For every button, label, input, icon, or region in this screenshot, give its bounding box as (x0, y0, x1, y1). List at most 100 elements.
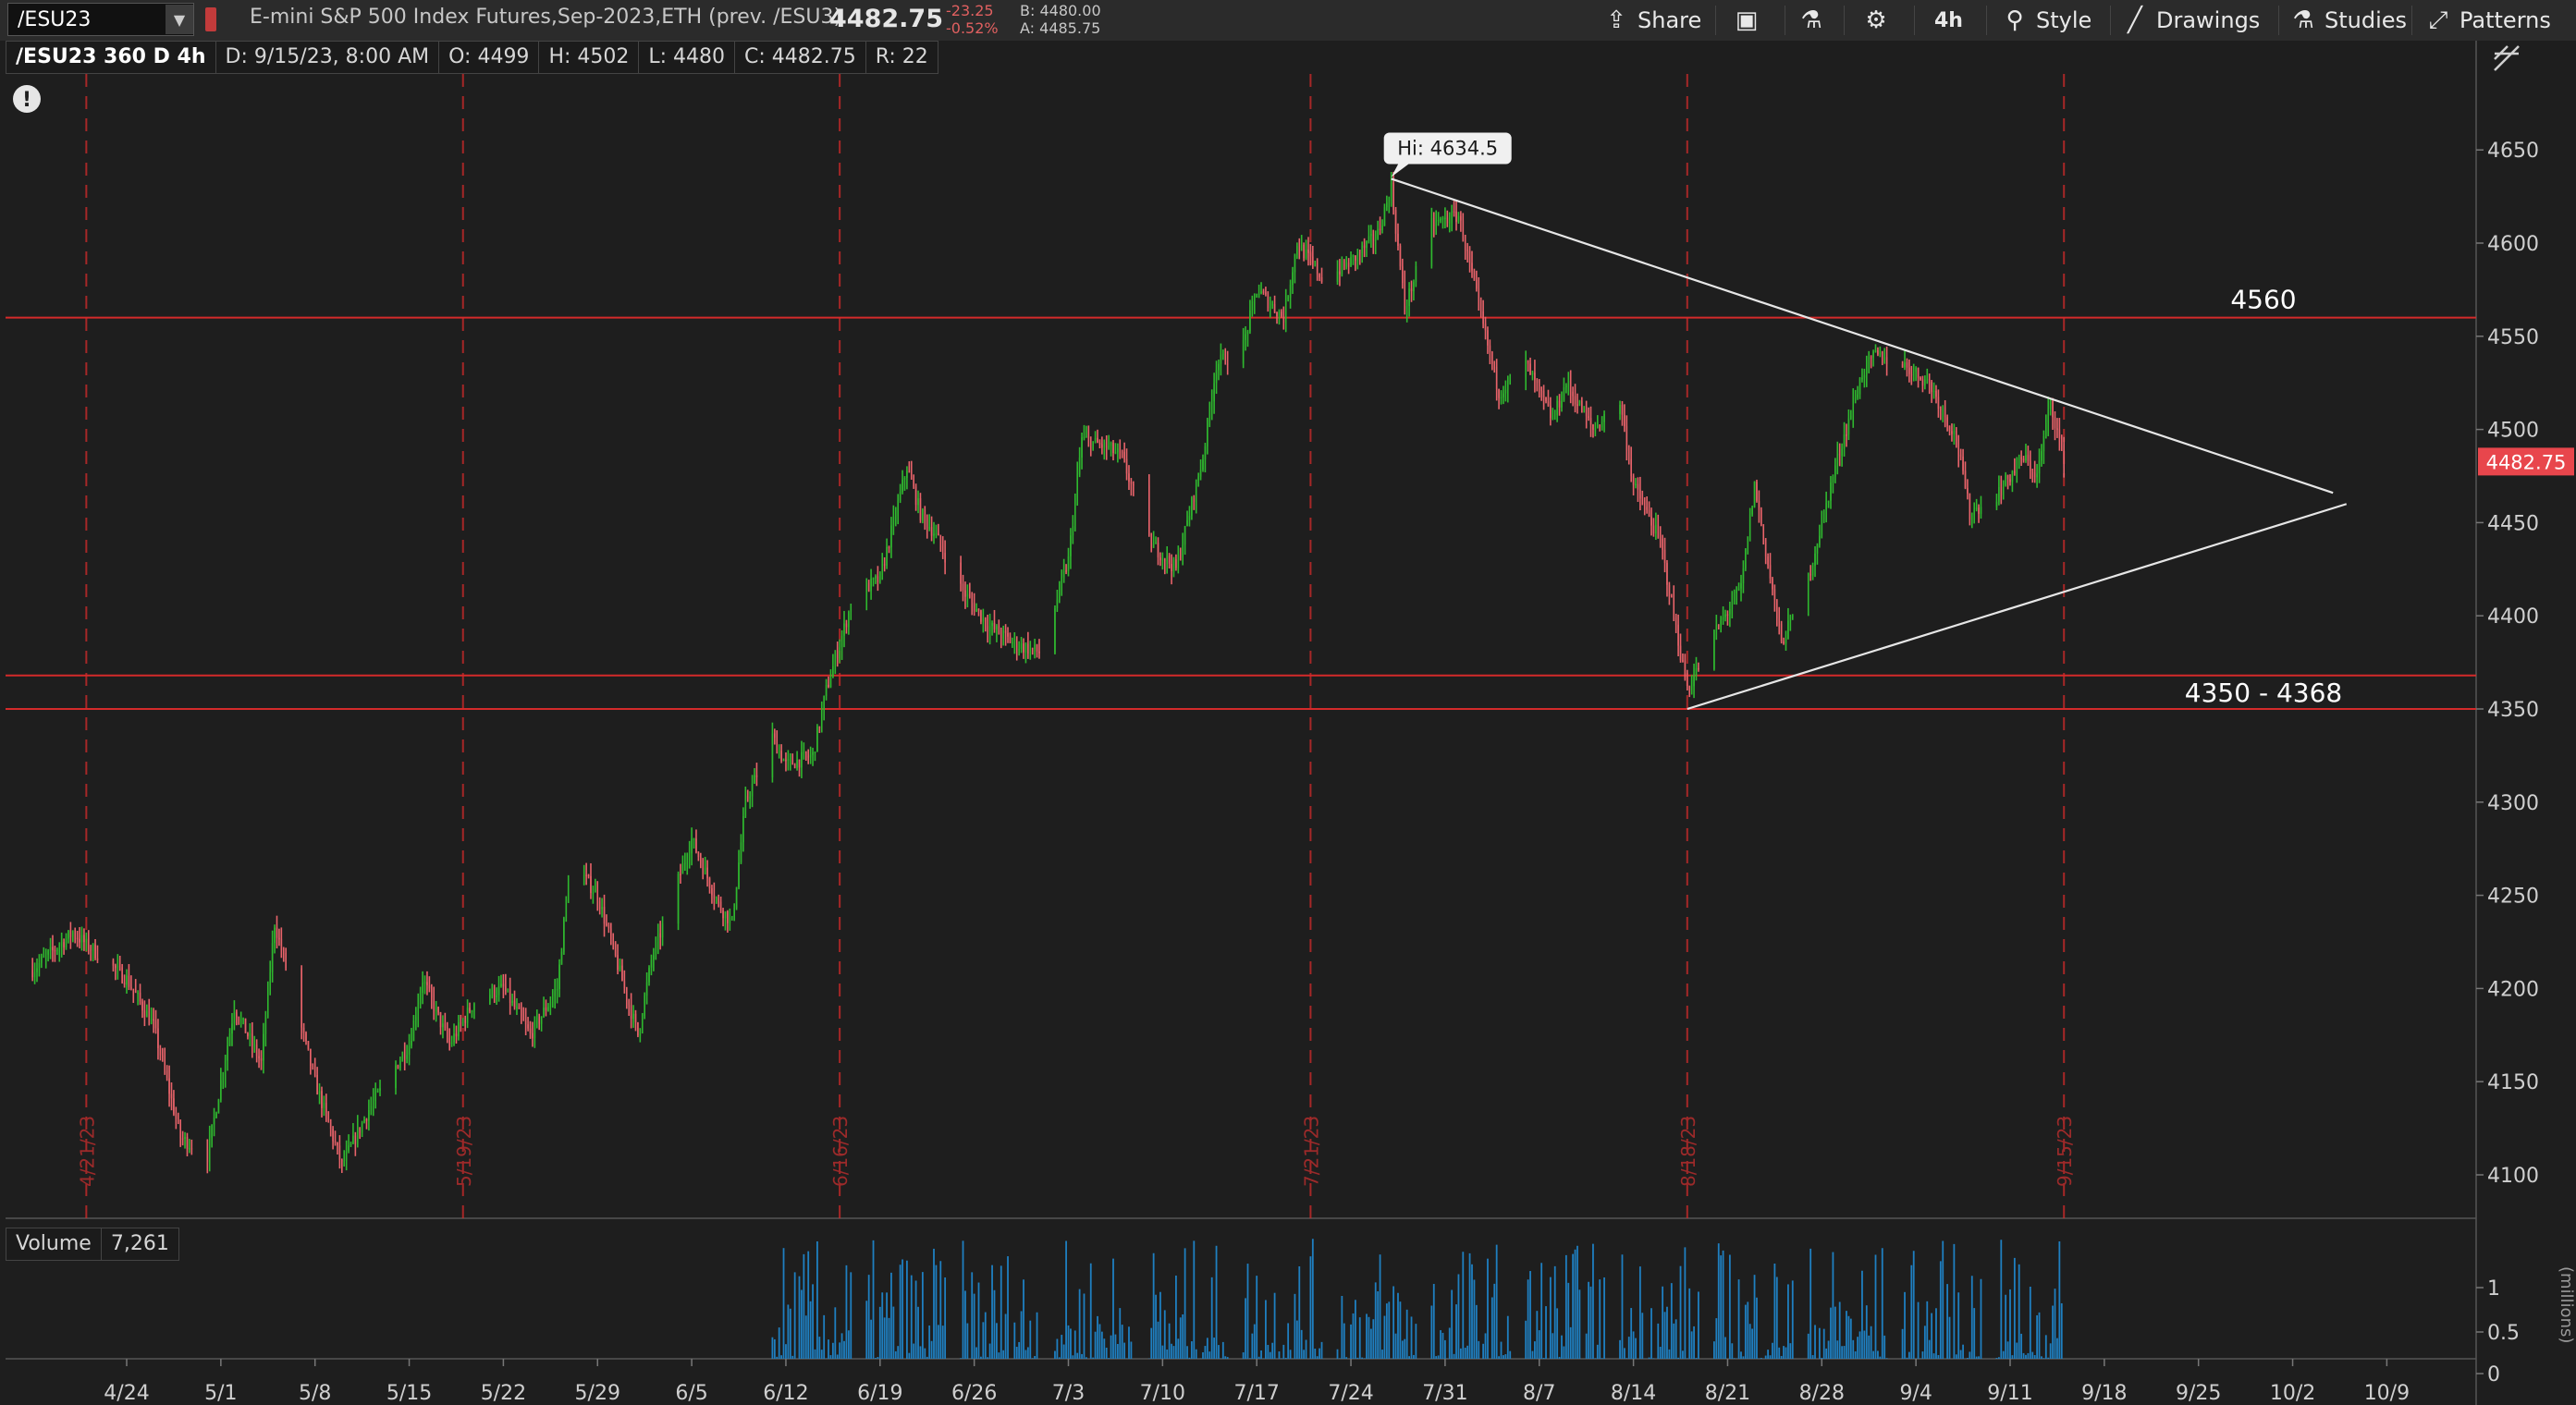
trendline-layer[interactable]: Hi: 4634.5 (1383, 132, 2348, 711)
candle-body (547, 1007, 549, 1011)
style-button[interactable]: ⚲ Style (2003, 0, 2091, 41)
candle-body (1305, 249, 1307, 259)
candle-body (560, 951, 563, 965)
candle-body (1684, 660, 1687, 679)
candle-body (1355, 255, 1356, 261)
share-button[interactable]: ⇪ Share (1604, 0, 1701, 41)
candle-body (1267, 294, 1270, 309)
candle-body (423, 982, 426, 984)
candle-body (352, 1135, 354, 1144)
candle-body (1882, 351, 1883, 362)
chevron-down-icon[interactable]: ▼ (166, 5, 193, 34)
candle-body (1186, 519, 1188, 527)
patterns-button[interactable]: ⤢ Patterns (2426, 0, 2551, 41)
candle-body (1567, 380, 1570, 385)
candle-body (1827, 500, 1830, 503)
candle-body (632, 1013, 634, 1020)
candle-body (1405, 306, 1408, 311)
candle-body (991, 622, 993, 627)
candle-body (1282, 316, 1285, 324)
candle-body (1123, 451, 1125, 459)
candle-body (1713, 630, 1715, 669)
chart-style-icon[interactable] (2493, 44, 2521, 72)
candle-body (1383, 207, 1386, 226)
price-tick-label: 4400 (2487, 605, 2539, 629)
candle-body (1105, 442, 1108, 448)
candle-body (886, 546, 888, 566)
candle-body (1251, 301, 1254, 311)
candle-body (175, 1114, 178, 1119)
candle-body (1819, 535, 1821, 545)
candle-body (139, 992, 141, 1002)
candle-body (310, 1048, 312, 1066)
candle-body (442, 1023, 444, 1028)
trendline[interactable] (1687, 503, 2348, 711)
candle-body (1588, 416, 1589, 419)
candle-body (184, 1136, 186, 1140)
candle-body (1581, 400, 1583, 413)
candle-body (623, 981, 626, 988)
calendar-button[interactable]: ▣ (1735, 0, 1759, 41)
settings-button[interactable]: ⚙ (1864, 0, 1888, 41)
candle-body (1204, 446, 1207, 460)
candle-body (164, 1057, 166, 1071)
time-tick-label: 5/8 (299, 1382, 331, 1405)
candle-body (587, 874, 590, 877)
studies-button[interactable]: ⚗ Studies (2291, 0, 2407, 41)
candle-body (274, 927, 276, 944)
symbol-input[interactable]: /ESU23 (18, 7, 92, 31)
candle-body (1940, 409, 1942, 410)
flask-button[interactable]: ⚗ (1799, 0, 1823, 41)
candle-body (585, 874, 587, 876)
candle-body (2058, 429, 2061, 439)
candle-body (1942, 407, 1944, 410)
candle-body (892, 516, 895, 526)
candle-body (556, 989, 558, 991)
candle-body (729, 917, 731, 923)
candle-body (464, 1020, 466, 1023)
candle-body (1621, 404, 1624, 415)
candle-body (2045, 422, 2047, 437)
candle-body (332, 1129, 334, 1142)
candle-body (1682, 660, 1684, 662)
volume-info-bar: Volume 7,261 (6, 1228, 179, 1261)
candle-body (1816, 544, 1819, 554)
candle-body (941, 545, 944, 554)
candle-body (1377, 228, 1379, 239)
candle-body (1343, 261, 1345, 267)
drawings-button[interactable]: ╱ Drawings (2123, 0, 2260, 41)
candle-body (639, 1028, 642, 1036)
candle-body (1908, 367, 1910, 374)
volume-axis-label: (millions) (2557, 1266, 2576, 1343)
candle-body (1320, 276, 1323, 283)
candle-body (1536, 379, 1539, 384)
candle-body (1901, 363, 1904, 368)
candle-body (395, 1065, 397, 1089)
candle-body (76, 937, 79, 940)
symbol-selector[interactable]: /ESU23 ▼ (7, 3, 194, 36)
candle-body (895, 516, 897, 518)
candle-body (850, 608, 853, 613)
candle-body (1108, 446, 1110, 448)
candle-body (1695, 667, 1698, 677)
candle-body (1478, 288, 1480, 299)
volume-label[interactable]: Volume (6, 1228, 102, 1261)
candle-body (1410, 288, 1413, 292)
candle-body (785, 759, 787, 762)
studies-label: Studies (2325, 7, 2408, 33)
timeframe-button[interactable]: 4h (1934, 0, 1963, 41)
alert-icon[interactable]: ! (13, 85, 41, 113)
candle-body (90, 949, 92, 952)
candle-body (227, 1045, 228, 1061)
candle-body (502, 984, 505, 987)
candle-body (563, 918, 565, 952)
chart-title[interactable]: /ESU23 360 D 4h (6, 41, 216, 74)
candle-body (1453, 211, 1455, 214)
link-color-icon[interactable] (205, 7, 216, 31)
candle-body (1659, 531, 1662, 539)
candle-body (1924, 379, 1926, 386)
bar-high: H: 4502 (538, 41, 640, 74)
candle-body (1565, 385, 1567, 387)
trendline[interactable] (1391, 177, 2334, 495)
